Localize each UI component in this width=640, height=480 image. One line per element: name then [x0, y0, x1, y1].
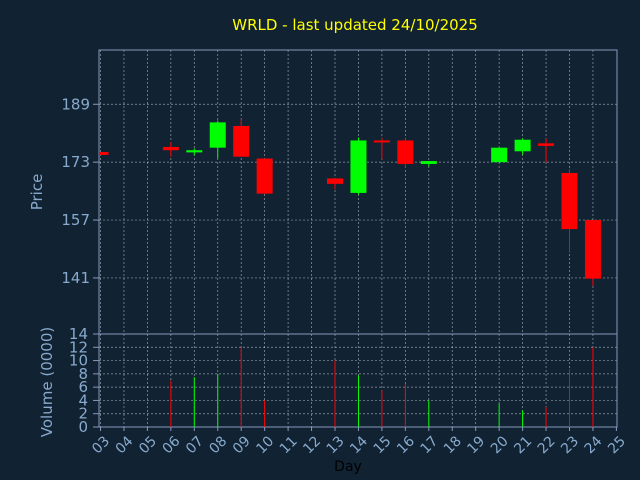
chart-title: WRLD - last updated 24/10/2025: [232, 16, 478, 34]
price-tick-label: 189: [61, 95, 90, 113]
x-tick-label: 04: [113, 433, 137, 457]
candle-body-06: [162, 146, 179, 151]
x-tick-label: 24: [582, 433, 606, 457]
x-tick-label: 22: [535, 433, 559, 457]
price-axis-label: Price: [28, 174, 46, 211]
candle-body-13: [327, 178, 343, 184]
candle-body-10: [256, 158, 273, 194]
volume-tick-label: 12: [69, 338, 88, 356]
x-tick-labels: 03 04 05 06 07 08 09 10 11 12 13 14 15 16 17 18 19 20 21 22…: [89, 433, 629, 457]
x-tick-label: 07: [183, 433, 207, 457]
candle-body-07: [186, 150, 203, 153]
volume-axis-label: Volume (0000): [38, 327, 56, 437]
x-tick-label: 16: [394, 433, 418, 457]
x-tick-label: 05: [136, 433, 160, 457]
candle-body-24: [584, 220, 601, 279]
volume-tick-label: 6: [78, 378, 88, 396]
x-tick-label: 10: [253, 433, 277, 457]
x-tick-label: 06: [160, 433, 184, 457]
x-tick-label: 11: [277, 433, 301, 457]
candle-body-16: [397, 140, 414, 164]
volume-bars: [170, 347, 594, 427]
x-tick-label: 13: [324, 433, 348, 457]
candle-body-15: [373, 140, 390, 143]
candle-body-09: [233, 125, 250, 157]
price-tick-label: 157: [61, 211, 90, 229]
candle-body-21: [514, 139, 531, 152]
x-tick-label: 17: [417, 433, 441, 457]
volume-tick-label: 8: [78, 365, 88, 383]
x-tick-label: 12: [300, 433, 324, 457]
volume-tick-label: 14: [69, 325, 88, 343]
volume-tick-label: 10: [69, 352, 88, 370]
price-tick-label: 173: [61, 153, 90, 171]
x-tick-label: 18: [441, 433, 465, 457]
candle-body-22: [538, 143, 555, 146]
candles: [99, 119, 601, 286]
x-tick-label: 15: [371, 433, 395, 457]
candle-body-14: [350, 140, 367, 193]
volume-tick-label: 2: [78, 405, 88, 423]
x-tick-label: 09: [230, 433, 254, 457]
x-tick-label: 23: [558, 433, 582, 457]
x-tick-label: 14: [347, 433, 371, 457]
x-tick-label: 08: [206, 433, 230, 457]
candle-body-23: [561, 173, 578, 230]
volume-tick-label: 0: [78, 418, 88, 436]
x-tick-label: 19: [464, 433, 488, 457]
x-axis-label: Day: [334, 459, 362, 475]
price-tick-label: 141: [61, 269, 90, 287]
candle-body-20: [491, 147, 508, 163]
grid: [99, 50, 617, 427]
x-tick-label: 20: [488, 433, 512, 457]
x-tick-label: 03: [89, 433, 113, 457]
x-tick-label: 25: [605, 433, 629, 457]
candle-body-08: [209, 122, 226, 148]
candle-body-03: [99, 152, 109, 155]
candle-body-17: [420, 161, 437, 164]
volume-tick-label: 4: [78, 391, 88, 409]
x-tick-label: 21: [511, 433, 535, 457]
